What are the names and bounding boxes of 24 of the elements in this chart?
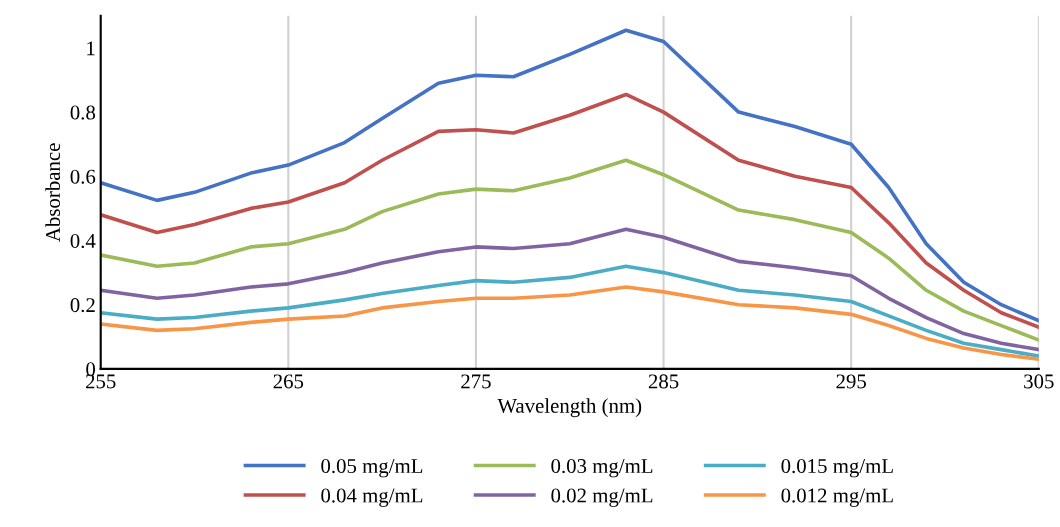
legend-label: 0.04 mg/mL xyxy=(321,488,423,507)
line-series xyxy=(100,92,1039,329)
line-series xyxy=(100,227,1039,352)
line-series xyxy=(100,285,1039,362)
x-tick-label: 275 xyxy=(461,374,491,389)
y-tick-label: 0.4 xyxy=(70,233,96,249)
y-tick-label: 0.2 xyxy=(70,298,95,313)
y-tick-label: 0.6 xyxy=(70,169,96,184)
legend-label: 0.05 mg/mL xyxy=(321,459,423,478)
y-tick-label: 0.8 xyxy=(70,105,96,120)
legend-label: 0.03 mg/mL xyxy=(551,459,653,478)
x-tick-label: 265 xyxy=(273,374,304,389)
x-tick-label: 305 xyxy=(1024,374,1054,389)
x-tick-label: 295 xyxy=(836,374,866,389)
y-axis-title: Absorbance xyxy=(45,143,61,242)
legend-label: 0.015 mg/mL xyxy=(781,459,893,478)
x-tick-label: 285 xyxy=(648,374,679,389)
legend-label: 0.02 mg/mL xyxy=(551,488,653,507)
line-series xyxy=(100,158,1039,342)
legend-label: 0.012 mg/mL xyxy=(781,488,893,507)
x-axis-title: Wavelength (nm) xyxy=(497,398,642,418)
line-series xyxy=(100,28,1039,323)
line-series xyxy=(100,264,1039,358)
y-tick-label: 1 xyxy=(87,41,95,56)
